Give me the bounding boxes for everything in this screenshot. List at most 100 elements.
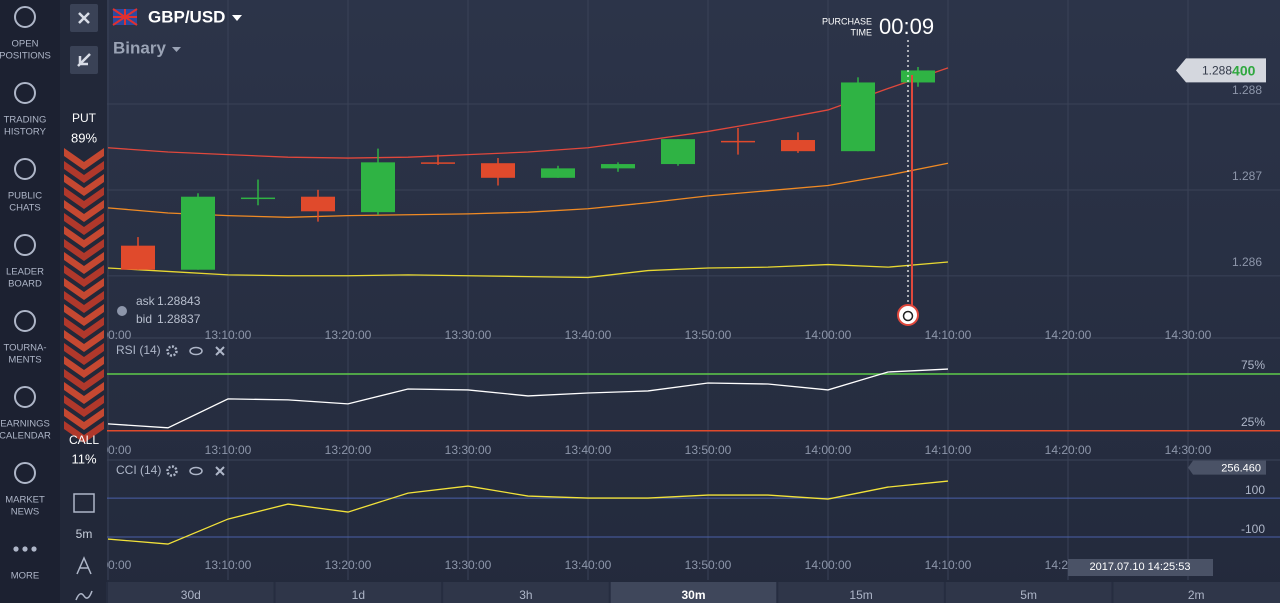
sidebar-label: CHATS	[9, 203, 41, 214]
time-label: 13:00:00	[85, 328, 132, 342]
time-label: 13:00:00	[85, 558, 132, 572]
sidebar-item[interactable]: MORE	[11, 546, 40, 582]
bid: 1.28837	[157, 312, 201, 326]
time-label: 13:10:00	[205, 558, 252, 572]
sentiment-chevron	[64, 343, 104, 365]
sidebar-label: TRADING	[4, 115, 47, 126]
asset-dropdown[interactable]	[232, 15, 242, 21]
ask: 1.28843	[157, 294, 201, 308]
timeframe[interactable]: 5m	[76, 527, 93, 541]
time-label: 13:50:00	[685, 328, 732, 342]
put-label: PUT	[72, 111, 97, 125]
period-label: 1d	[352, 588, 365, 602]
period-label: 15m	[849, 588, 872, 602]
period-label: 5m	[1020, 588, 1037, 602]
period-label: 2m	[1188, 588, 1205, 602]
remove-icon[interactable]	[215, 466, 225, 476]
candle-body	[181, 196, 215, 270]
sidebar-label: POSITIONS	[0, 51, 51, 62]
sentiment-chevron	[64, 187, 104, 209]
countdown: 00:09	[879, 14, 934, 39]
settings-icon[interactable]	[166, 345, 178, 357]
sidebar-label: MARKET	[5, 495, 45, 506]
sentiment-chevron	[64, 226, 104, 248]
sidebar-label: NEWS	[11, 507, 40, 518]
time-label: 14:00:00	[805, 558, 852, 572]
price-tick-label: 1.288	[1232, 83, 1262, 97]
mode-dropdown[interactable]	[172, 47, 181, 52]
indicator-tool[interactable]	[75, 590, 93, 601]
sentiment-chevron	[64, 200, 104, 222]
period-button[interactable]: 2m	[1111, 582, 1205, 603]
candle-body	[661, 139, 695, 165]
period-label: 3h	[519, 588, 532, 602]
period-button[interactable]: 15m	[776, 582, 873, 603]
time-label: 13:10:00	[205, 443, 252, 457]
sentiment-chevron	[64, 148, 104, 170]
sidebar-label: MENTS	[8, 355, 41, 366]
band-line	[107, 162, 949, 218]
sidebar-label: TOURNA-	[3, 343, 46, 354]
icon	[14, 82, 36, 104]
purchase-label: PURCHASE	[822, 16, 872, 26]
chart-type-button[interactable]	[73, 493, 95, 513]
visibility-icon[interactable]	[189, 466, 203, 476]
icon	[13, 546, 19, 552]
sentiment-chevron	[64, 330, 104, 352]
sidebar	[0, 0, 60, 603]
current-price-tag	[1176, 58, 1266, 83]
time-label: 13:30:00	[445, 558, 492, 572]
remove-icon[interactable]	[215, 346, 225, 356]
ask-label: ask	[136, 294, 156, 308]
icon	[14, 6, 36, 28]
mode[interactable]: Binary	[113, 38, 166, 57]
put-percent: 89%	[71, 130, 97, 145]
period-selected-bg	[609, 582, 778, 603]
rsi-line	[107, 368, 949, 429]
shrink-button[interactable]	[70, 46, 98, 74]
icon	[14, 310, 36, 332]
sentiment-chevron	[64, 291, 104, 313]
candle-body	[841, 82, 875, 152]
visibility-icon[interactable]	[189, 346, 203, 356]
price-tick-label: 1.286	[1232, 255, 1262, 269]
icon	[14, 462, 36, 484]
sidebar-label: CALENDAR	[0, 431, 51, 442]
indicator-title: RSI (14)	[116, 343, 161, 357]
time-label: 13:20:00	[325, 558, 372, 572]
cci-current-tag	[1188, 460, 1266, 475]
sidebar-item[interactable]: TOURNA-MENTS	[3, 310, 47, 366]
asset[interactable]: GBP/USD	[148, 7, 225, 26]
settings-icon[interactable]	[166, 465, 178, 477]
price-highlight: 400	[1232, 62, 1256, 78]
period-button[interactable]: 5m	[943, 582, 1037, 603]
close-button[interactable]	[70, 4, 98, 32]
help-icon[interactable]	[117, 306, 127, 316]
sentiment-chevron	[64, 239, 104, 261]
candle-body	[601, 164, 635, 169]
icon	[14, 158, 36, 180]
flag-cross	[112, 8, 138, 26]
datetime: 2017.07.10 14:25:53	[1090, 561, 1191, 573]
sentiment-chevron	[64, 304, 104, 326]
period-button[interactable]: 30m	[608, 582, 778, 603]
candle-body	[421, 162, 455, 164]
sentiment-chevron	[64, 265, 104, 287]
icon	[14, 234, 36, 256]
period-button[interactable]: 3h	[441, 582, 533, 603]
period-button[interactable]: 1d	[273, 582, 365, 603]
sidebar-label: HISTORY	[4, 127, 47, 138]
period-button[interactable]: 30d	[106, 582, 201, 603]
time-label: 14:20:00	[1045, 443, 1092, 457]
call-label: CALL	[69, 433, 99, 447]
purchase-label: TIME	[851, 27, 873, 37]
time-label: 14:30:00	[1165, 328, 1212, 342]
draw-tool[interactable]	[76, 556, 92, 575]
